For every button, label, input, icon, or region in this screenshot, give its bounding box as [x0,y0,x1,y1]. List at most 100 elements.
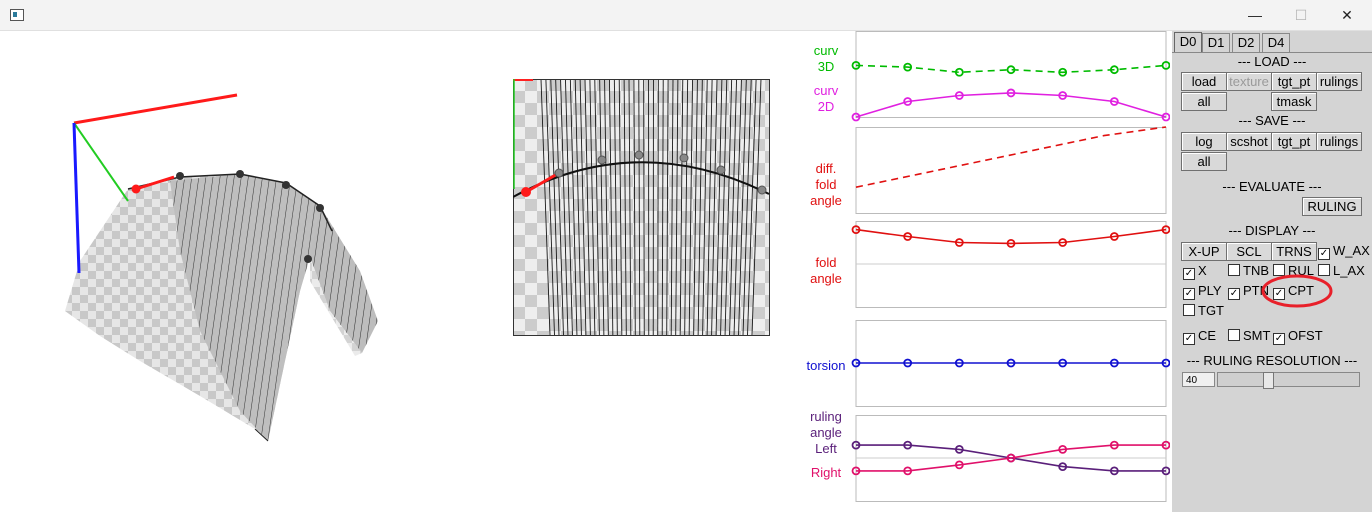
ruling-line [594,79,600,336]
data-point [1109,466,1119,476]
checkbox-label: SMT [1243,328,1271,343]
data-point [851,112,861,122]
crease-point[interactable] [316,204,324,212]
checkbox-ply[interactable]: ✓ PLY [1183,283,1222,300]
ruling-line [608,79,614,336]
unchecked-box-icon [1273,264,1285,276]
save-tgt-pt-button[interactable]: tgt_pt [1271,132,1317,151]
ruling-line [706,79,713,336]
data-point [851,466,861,476]
control-point-2d[interactable] [521,187,531,197]
control-point-2d[interactable] [597,155,607,165]
load-rulings-button[interactable]: rulings [1316,72,1362,91]
slider-thumb[interactable] [1263,372,1274,389]
resolution-slider[interactable] [1217,372,1360,389]
highlight-annotation [1261,274,1333,308]
checkbox-tnb[interactable]: TNB [1228,263,1269,279]
ruling-line [711,79,718,336]
tab-divider [1172,52,1372,53]
viewport-3d[interactable] [0,31,500,512]
ruling-line [747,79,757,336]
ruling-line [720,79,728,336]
tab-d0[interactable]: D0 [1174,32,1202,53]
resolution-value[interactable]: 40 [1182,372,1215,387]
torsion-label: torsion [806,358,846,373]
checkbox-cpt[interactable]: ✓ CPT [1273,283,1314,300]
checkbox-l-ax[interactable]: L_AX [1318,263,1365,279]
evaluate-ruling-button[interactable]: RULING [1302,197,1362,216]
axis-y [73,122,129,202]
checkbox-ofst[interactable]: ✓ OFST [1273,328,1323,345]
crease-point[interactable] [176,172,184,180]
load-tgt-pt-button[interactable]: tgt_pt [1271,72,1317,91]
ruling-line [684,79,689,336]
minimize-button[interactable]: — [1248,7,1262,23]
control-point-2d[interactable] [679,153,689,163]
ruling-line [657,79,659,336]
tab-d1[interactable]: D1 [1202,33,1230,52]
control-point-2d[interactable] [757,185,767,195]
save-scshot-button[interactable]: scshot [1226,132,1272,151]
ruling-line [688,79,694,336]
data-point [954,358,964,368]
close-button[interactable]: ✕ [1341,7,1353,23]
checkbox-label: TNB [1243,263,1269,278]
graph-panel [851,31,1170,502]
save-all-button[interactable]: all [1181,152,1227,171]
crease-point[interactable] [304,255,312,263]
control-point-2d[interactable] [634,150,644,160]
series-line [855,126,1167,188]
data-point [1058,91,1068,100]
save-log-button[interactable]: log [1181,132,1227,151]
ruling-line [613,79,618,336]
checkbox-smt[interactable]: SMT [1228,328,1270,344]
crease-point[interactable] [282,181,290,189]
checkbox-x[interactable]: ✓ X [1183,263,1207,280]
scl-button[interactable]: SCL [1226,242,1272,261]
data-point [1006,65,1016,75]
data-point [903,440,913,450]
control-point-2d[interactable] [716,165,726,175]
crease-point[interactable] [131,184,141,194]
load-all-button[interactable]: all [1181,92,1227,111]
ruling-line [666,79,669,336]
ruling-line [697,79,703,336]
ruling-line [670,79,674,336]
tab-d2[interactable]: D2 [1232,33,1260,52]
tab-d4[interactable]: D4 [1262,33,1290,52]
data-point [1058,67,1068,77]
trns-button[interactable]: TRNS [1271,242,1317,261]
ruling-line [715,79,723,336]
checkbox-label: PLY [1198,283,1222,298]
save-header: --- SAVE --- [1238,113,1306,128]
axis-z [72,122,81,274]
control-point-2d[interactable] [554,168,564,178]
data-point [1109,440,1119,450]
ruling-line [643,79,645,336]
ruling-line [574,79,582,336]
checkbox-w-ax[interactable]: ✓ W_AX [1318,243,1370,260]
ruling-line [633,79,636,336]
save-rulings-button[interactable]: rulings [1316,132,1362,151]
resolution-header: --- RULING RESOLUTION --- [1186,353,1358,368]
checkbox-rul[interactable]: RUL [1273,263,1314,279]
data-point [903,466,913,476]
x-up-button[interactable]: X-UP [1181,242,1227,261]
load-texture-button: texture [1226,72,1272,91]
load-button[interactable]: load [1181,72,1227,91]
checkbox-label: X [1198,263,1207,278]
ruling-line [733,79,742,336]
data-point [1161,358,1170,368]
data-point [1161,112,1170,122]
viewport-2d[interactable] [513,79,770,336]
load-tmask-button[interactable]: tmask [1271,92,1317,111]
check-icon: ✓ [1183,333,1195,345]
data-point [1006,88,1016,98]
data-point [954,444,964,454]
crease-point[interactable] [236,170,244,178]
data-point [1006,238,1016,248]
check-icon: ✓ [1273,333,1285,345]
checkbox-tgt[interactable]: TGT [1183,303,1224,319]
checkbox-ce[interactable]: ✓ CE [1183,328,1216,345]
data-point [1058,462,1068,472]
